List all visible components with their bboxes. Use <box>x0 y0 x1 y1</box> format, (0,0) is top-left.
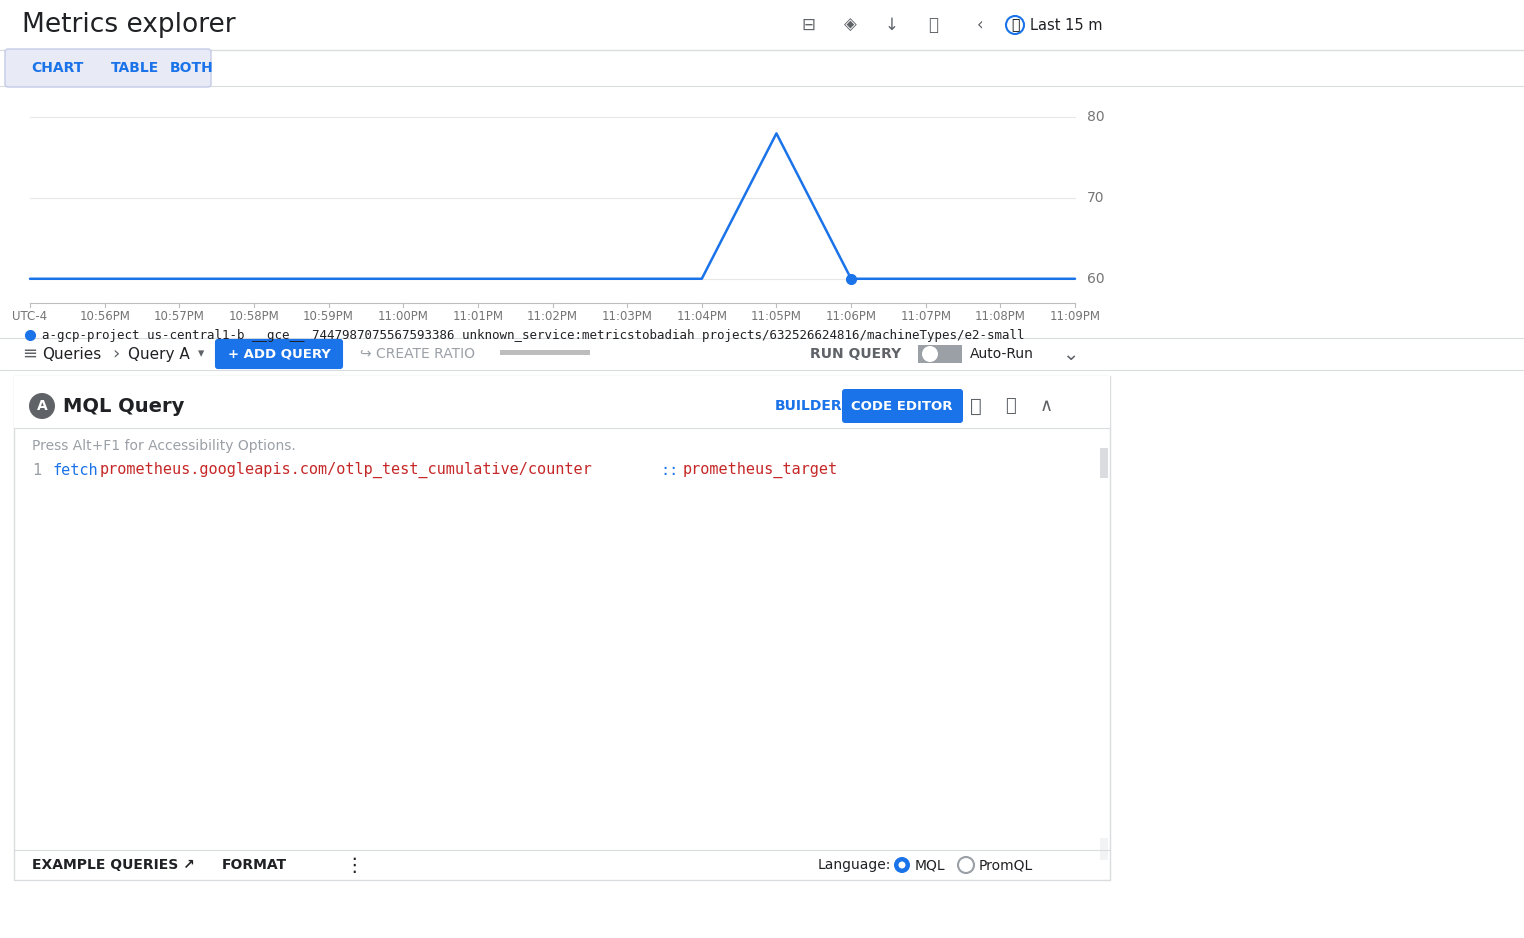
Text: Query A: Query A <box>128 346 190 361</box>
Text: ‹: ‹ <box>977 16 983 34</box>
Bar <box>0 0 1524 50</box>
Text: ⋮: ⋮ <box>344 855 364 874</box>
Text: 1: 1 <box>32 462 41 477</box>
Text: ⌄: ⌄ <box>1062 344 1077 364</box>
Text: ↪ CREATE RATIO: ↪ CREATE RATIO <box>360 347 475 361</box>
Text: prometheus_target: prometheus_target <box>683 461 838 478</box>
Text: a-gcp-project us-central1-b __gce__ 7447987075567593386 unknown_service:metricst: a-gcp-project us-central1-b __gce__ 7447… <box>43 328 1024 341</box>
Text: 80: 80 <box>1087 111 1105 124</box>
Bar <box>14 376 1109 880</box>
Text: 10:57PM: 10:57PM <box>154 310 204 323</box>
Text: Metrics explorer: Metrics explorer <box>21 12 236 38</box>
Text: 70: 70 <box>1087 191 1105 205</box>
Bar <box>14 376 1109 428</box>
Text: FORMAT: FORMAT <box>223 858 287 872</box>
Text: ◈: ◈ <box>844 16 856 34</box>
Text: + ADD QUERY: + ADD QUERY <box>227 347 331 360</box>
Circle shape <box>895 857 910 873</box>
Text: BUILDER: BUILDER <box>776 399 843 413</box>
Text: 11:04PM: 11:04PM <box>677 310 727 323</box>
Text: TABLE: TABLE <box>111 61 158 75</box>
FancyBboxPatch shape <box>5 49 210 87</box>
Text: 🕐: 🕐 <box>1010 18 1020 32</box>
Circle shape <box>959 857 974 873</box>
Bar <box>0 338 1524 370</box>
Text: ::: :: <box>660 462 678 477</box>
Text: 🗑: 🗑 <box>1004 397 1015 415</box>
Text: 11:00PM: 11:00PM <box>378 310 428 323</box>
Text: UTC-4: UTC-4 <box>12 310 47 323</box>
Text: CODE EDITOR: CODE EDITOR <box>852 400 952 413</box>
Circle shape <box>29 393 55 419</box>
Text: 11:01PM: 11:01PM <box>453 310 503 323</box>
Text: ∧: ∧ <box>1039 397 1053 415</box>
Text: 10:58PM: 10:58PM <box>229 310 279 323</box>
FancyBboxPatch shape <box>917 345 962 363</box>
Text: ↓: ↓ <box>885 16 899 34</box>
Text: RUN QUERY: RUN QUERY <box>809 347 901 361</box>
Text: CHART: CHART <box>30 61 84 75</box>
Text: MQL: MQL <box>914 858 945 872</box>
Text: 🔗: 🔗 <box>928 16 937 34</box>
Text: PromQL: PromQL <box>978 858 1033 872</box>
Circle shape <box>899 861 905 869</box>
Text: 11:06PM: 11:06PM <box>826 310 876 323</box>
Text: 11:05PM: 11:05PM <box>751 310 802 323</box>
Text: Auto-Run: Auto-Run <box>969 347 1033 361</box>
Text: BOTH: BOTH <box>171 61 213 75</box>
Bar <box>1100 448 1108 478</box>
Text: prometheus.googleapis.com/otlp_test_cumulative/counter: prometheus.googleapis.com/otlp_test_cumu… <box>101 461 593 478</box>
Text: 11:02PM: 11:02PM <box>527 310 578 323</box>
Text: 60: 60 <box>1087 272 1105 286</box>
Text: 10:56PM: 10:56PM <box>79 310 130 323</box>
Text: A: A <box>37 399 47 413</box>
FancyBboxPatch shape <box>216 340 341 368</box>
Text: 10:59PM: 10:59PM <box>303 310 354 323</box>
Circle shape <box>922 346 937 362</box>
Text: MQL Query: MQL Query <box>62 397 184 416</box>
Bar <box>1100 838 1108 860</box>
Text: Language:: Language: <box>818 858 892 872</box>
Text: Queries: Queries <box>43 346 101 361</box>
Text: 11:09PM: 11:09PM <box>1050 310 1100 323</box>
Text: ≡: ≡ <box>21 345 37 363</box>
Text: 11:03PM: 11:03PM <box>602 310 652 323</box>
FancyBboxPatch shape <box>841 389 963 423</box>
Text: Last 15 m: Last 15 m <box>1030 18 1102 33</box>
Text: 11:08PM: 11:08PM <box>975 310 1026 323</box>
Text: EXAMPLE QUERIES ↗: EXAMPLE QUERIES ↗ <box>32 858 195 872</box>
Text: ▾: ▾ <box>198 347 204 360</box>
Text: Press Alt+F1 for Accessibility Options.: Press Alt+F1 for Accessibility Options. <box>32 439 296 453</box>
Text: ›: › <box>111 345 119 363</box>
Text: ⊟: ⊟ <box>802 16 815 34</box>
Text: fetch: fetch <box>52 462 98 477</box>
Bar <box>500 350 590 355</box>
Text: 11:07PM: 11:07PM <box>901 310 951 323</box>
Text: ⧉: ⧉ <box>971 397 981 416</box>
